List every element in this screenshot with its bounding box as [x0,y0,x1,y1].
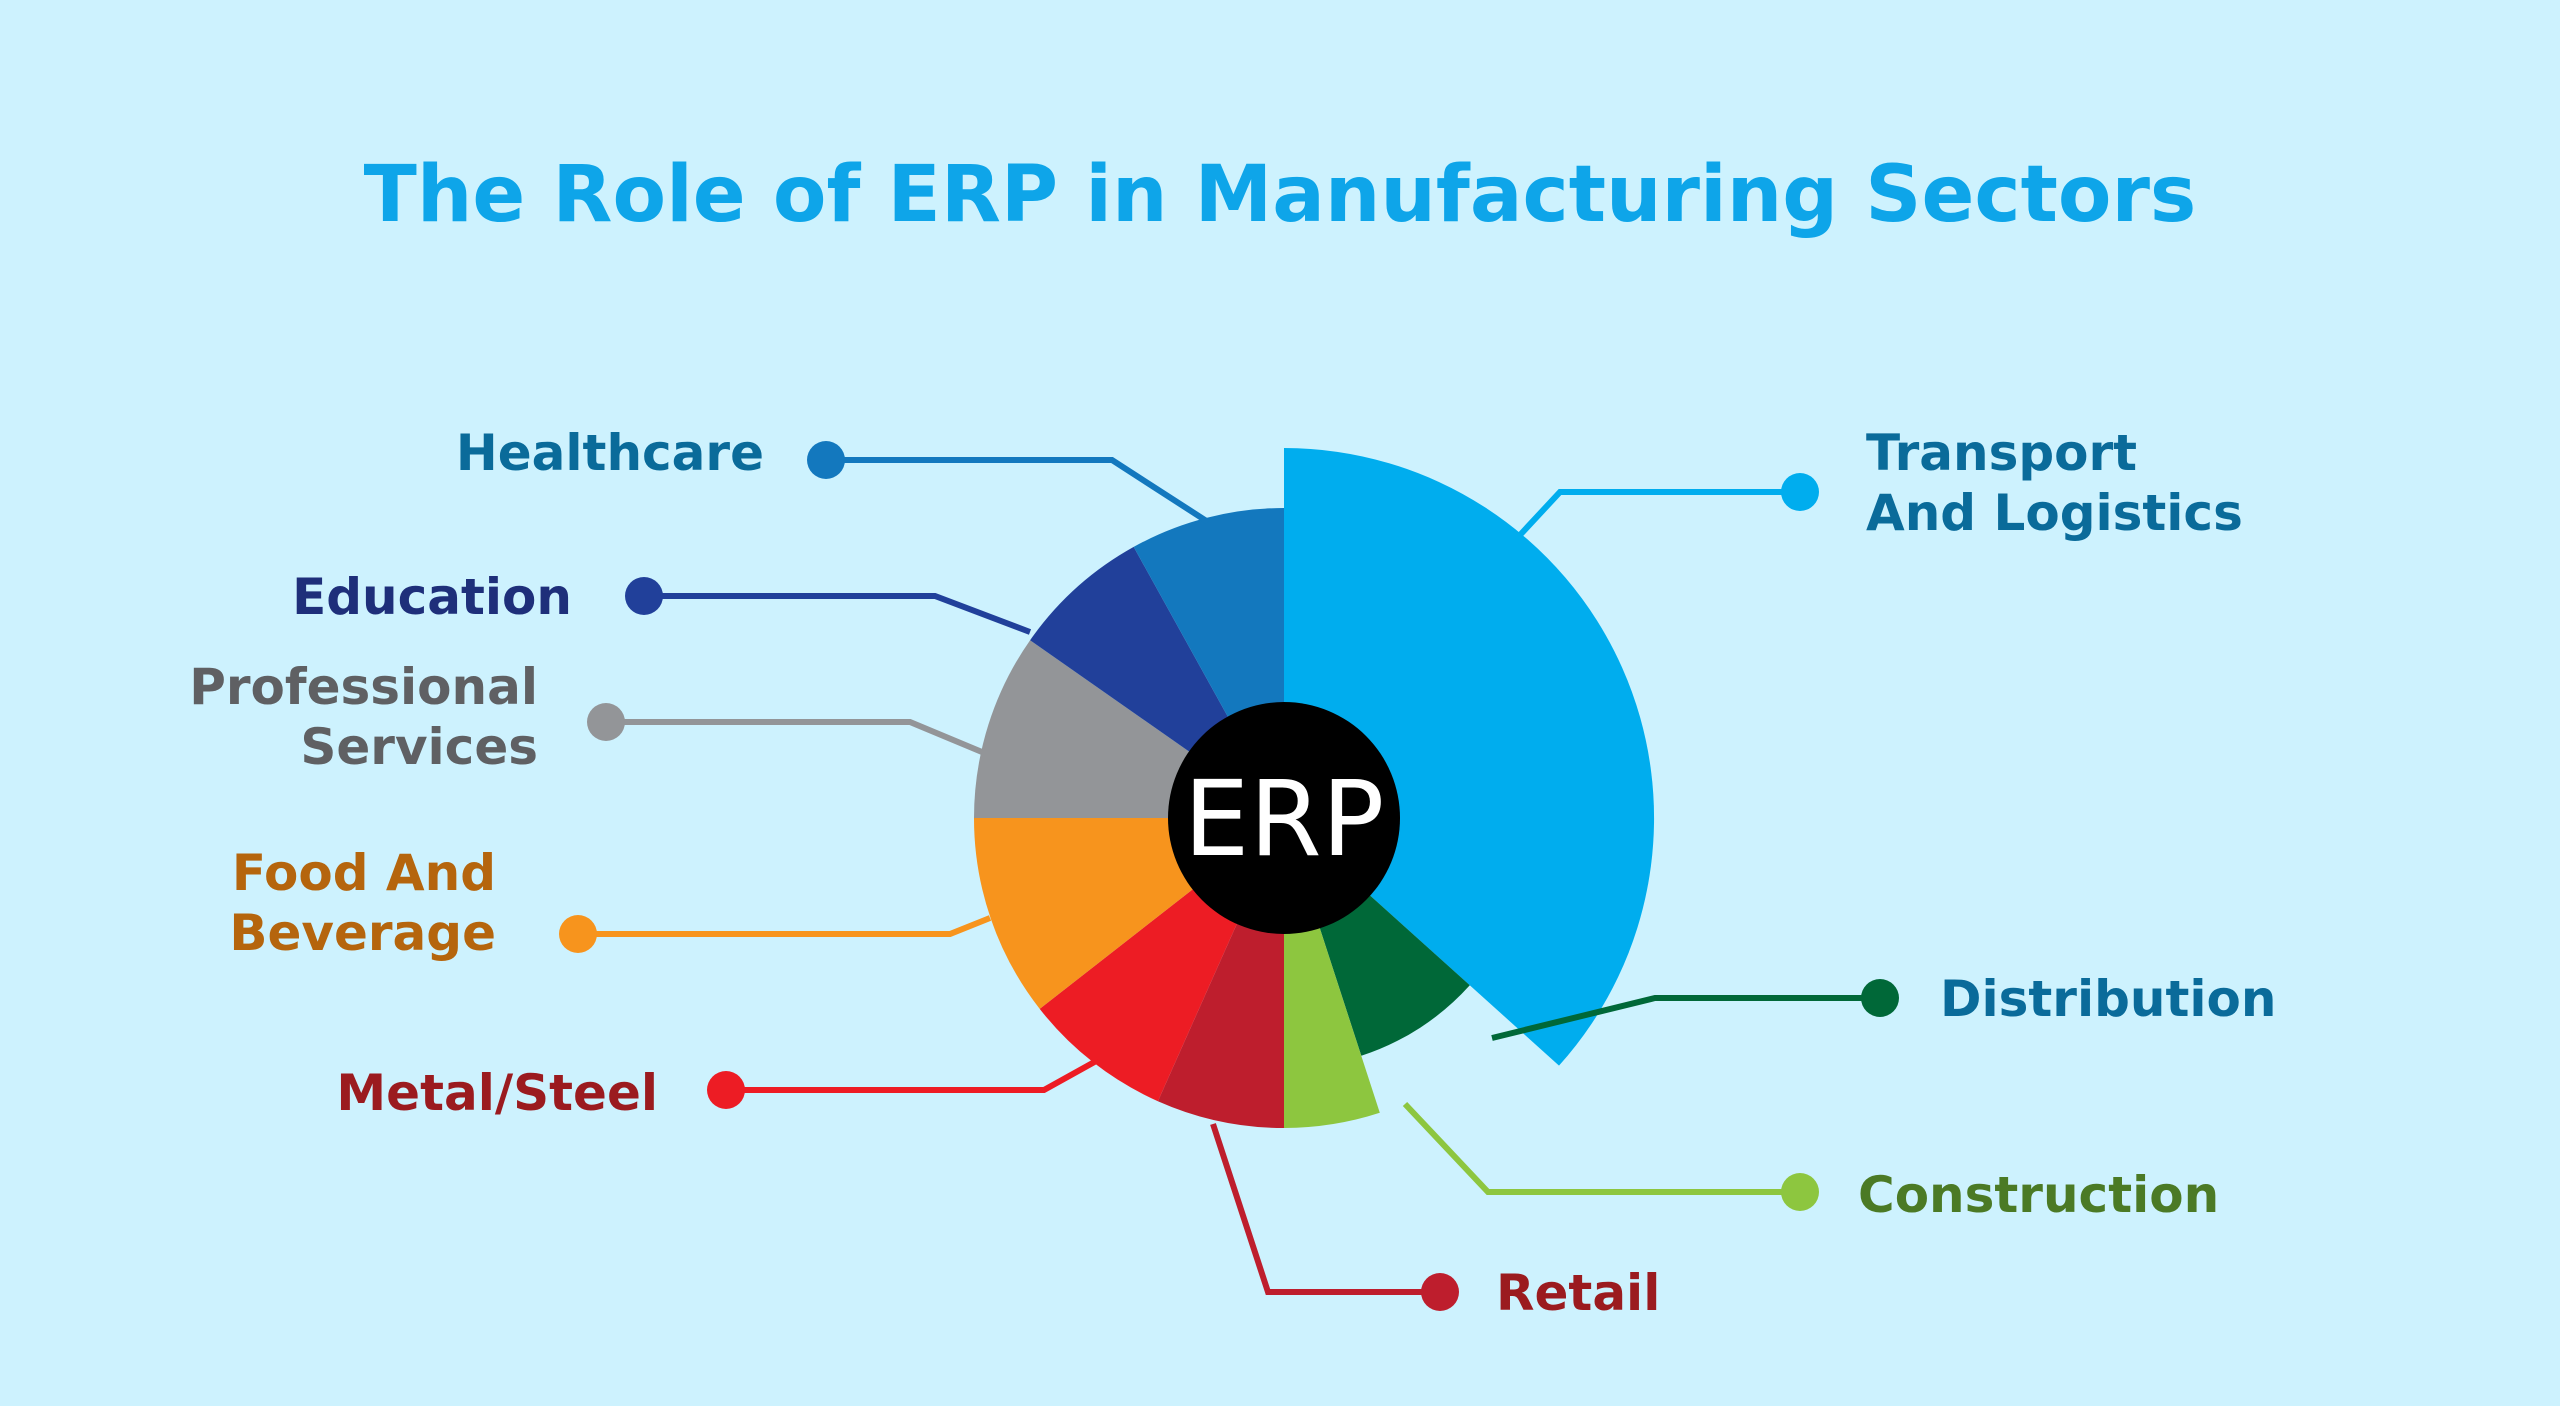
sector-label-line: Construction [1858,1166,2219,1224]
sector-label-line: Professional [189,658,538,716]
connector-dot-education [625,577,663,615]
connector-education [644,593,1032,635]
connector-metal [726,1057,1100,1093]
sector-label-metal: Metal/Steel [336,1064,658,1122]
sector-wedge-transport [1284,448,1655,1066]
connector-construction [1402,1101,1800,1195]
sector-label-line: Transport [1866,424,2137,482]
connector-healthcare [826,457,1210,525]
connector-dot-healthcare [807,441,845,479]
sector-label-line: Retail [1496,1264,1660,1322]
sector-label-line: Services [300,718,538,776]
sector-label-line: And Logistics [1866,484,2243,542]
connector-retail [1210,1123,1440,1295]
connector-distribution [1491,995,1880,1041]
sector-connectors [559,441,1899,1311]
erp-hub: ERP [1168,702,1400,934]
sector-label-line: Healthcare [456,424,764,482]
sector-label-retail: Retail [1496,1264,1660,1322]
sector-label-healthcare: Healthcare [456,424,764,482]
page-title: The Role of ERP in Manufacturing Sectors [363,150,2197,240]
sector-label-food: Food And Beverage [229,844,496,962]
connector-food [578,915,992,937]
sector-label-line: Education [292,568,572,626]
connector-dot-transport [1781,473,1819,511]
connector-dot-distribution [1861,979,1899,1017]
connector-transport [1517,489,1800,538]
sector-label-transport: Transport And Logistics [1866,424,2243,542]
sector-label-education: Education [292,568,572,626]
sector-label-line: Metal/Steel [336,1064,658,1122]
connector-dot-professional [587,703,625,741]
connector-dot-food [559,915,597,953]
connector-professional [606,719,984,755]
connector-dot-retail [1421,1273,1459,1311]
connector-dot-metal [707,1071,745,1109]
sector-label-line: Beverage [229,904,496,962]
sector-labels: Transport And Logistics Distribution Constr… [189,424,2276,1322]
sector-label-line: Food And [232,844,496,902]
sector-label-distribution: Distribution [1940,970,2276,1028]
erp-hub-label: ERP [1184,758,1385,880]
erp-hub-circle [1168,702,1400,934]
sector-label-professional: Professional Services [189,658,538,776]
connector-dot-construction [1781,1173,1819,1211]
sector-label-line: Distribution [1940,970,2276,1028]
sector-label-construction: Construction [1858,1166,2219,1224]
